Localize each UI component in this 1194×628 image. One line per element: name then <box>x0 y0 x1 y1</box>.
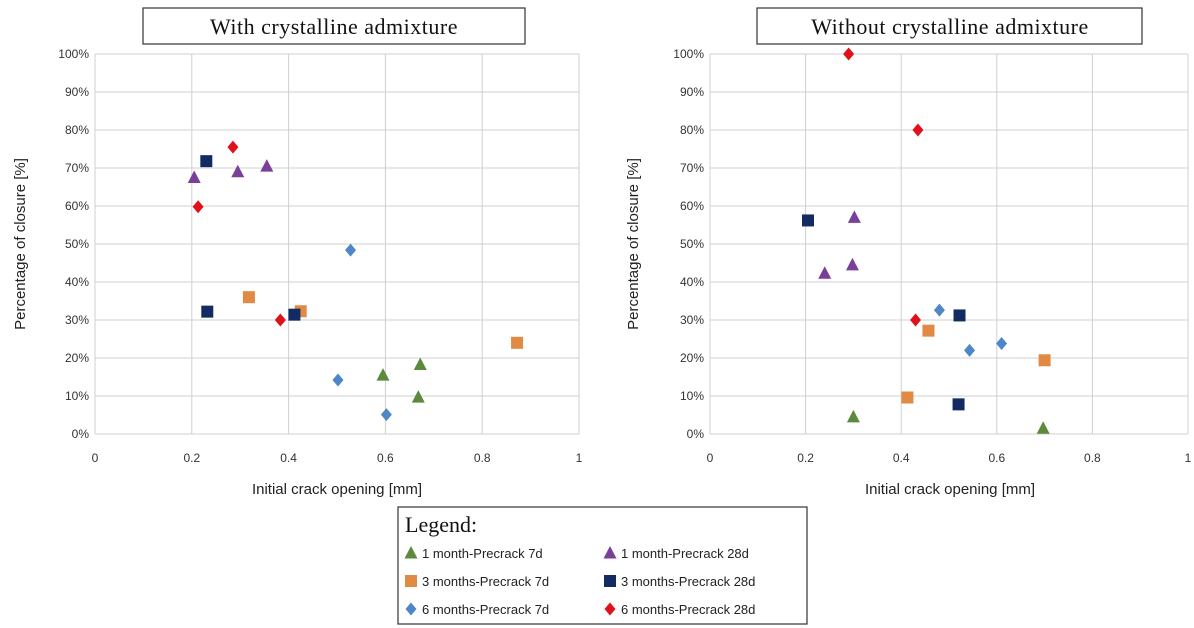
left-y-axis-label: Percentage of closure [%] <box>12 158 29 330</box>
left-data-point <box>231 164 245 178</box>
legend-box: Legend: 1 month-Precrack 7d 1 month-Precr… <box>397 506 808 625</box>
left-y-tick-label: 70% <box>65 161 89 175</box>
left-chart-title: With crystalline admixture <box>210 14 458 39</box>
left-data-point <box>332 373 344 387</box>
right-data-point <box>910 313 922 327</box>
right-y-axis-label: Percentage of closure [%] <box>625 158 642 330</box>
right-data-point <box>818 266 832 279</box>
right-y-tick-label: 30% <box>680 313 704 327</box>
right-y-tick-label: 40% <box>680 275 704 289</box>
right-chart-title: Without crystalline admixture <box>811 14 1089 39</box>
left-x-tick-label: 0.6 <box>377 451 394 465</box>
right-y-tick-label: 90% <box>680 85 704 99</box>
legend-label: 6 months-Precrack 28d <box>621 602 755 617</box>
left-scatter-plot: 0% 10% 20% 30% 40% 50% 60% 70% 80% 90% 100% 0 0.2 0.4… <box>58 47 582 465</box>
right-y-tick-label: 50% <box>680 237 704 251</box>
right-x-tick-label: 0.8 <box>1084 451 1101 465</box>
left-data-point <box>380 408 392 422</box>
left-y-tick-label: 80% <box>65 123 89 137</box>
left-x-tick-label: 0.8 <box>474 451 491 465</box>
left-y-tick-label: 90% <box>65 85 89 99</box>
left-x-tick-label: 1 <box>576 451 583 465</box>
right-x-tick-label: 0.6 <box>988 451 1005 465</box>
left-y-tick-label: 0% <box>72 427 90 441</box>
left-data-point <box>200 155 213 168</box>
right-y-tick-label: 70% <box>680 161 704 175</box>
right-data-point <box>952 398 965 411</box>
legend-label: 6 months-Precrack 7d <box>422 602 549 617</box>
legend-title: Legend: <box>405 512 477 537</box>
left-data-point <box>411 390 425 403</box>
right-data-point <box>847 210 861 223</box>
legend-label: 1 month-Precrack 28d <box>621 546 749 561</box>
left-data-point <box>187 170 201 183</box>
legend-marker <box>603 546 617 559</box>
right-y-tick-label: 20% <box>680 351 704 365</box>
right-x-axis-label: Initial crack opening [mm] <box>865 481 1035 498</box>
left-data-point <box>227 140 239 154</box>
right-y-tick-label: 0% <box>687 427 705 441</box>
right-data-point <box>901 391 914 404</box>
right-data-point <box>996 337 1008 351</box>
right-data-point <box>845 257 859 271</box>
right-data-point <box>953 309 966 322</box>
right-data-point <box>1036 421 1050 434</box>
left-y-tick-label: 10% <box>65 389 89 403</box>
left-y-tick-label: 20% <box>65 351 89 365</box>
right-scatter-plot: 0% 10% 20% 30% 40% 50% 60% 70% 80% 90% 100% 0 0.2 0.4… <box>673 47 1191 465</box>
left-data-point <box>376 368 390 381</box>
right-y-tick-label: 60% <box>680 199 704 213</box>
left-y-tick-label: 60% <box>65 199 89 213</box>
legend-items: 1 month-Precrack 7d 1 month-Precrack 28d 3… <box>404 546 755 617</box>
left-data-point <box>511 336 524 349</box>
left-data-point <box>201 305 214 318</box>
right-data-point <box>1038 354 1051 367</box>
right-y-tick-label: 80% <box>680 123 704 137</box>
left-y-tick-label: 30% <box>65 313 89 327</box>
left-data-point <box>260 159 274 172</box>
right-x-tick-label: 1 <box>1185 451 1192 465</box>
legend-marker <box>405 575 417 587</box>
legend-marker <box>604 575 616 587</box>
right-data-point <box>922 324 935 337</box>
left-y-tick-label: 40% <box>65 275 89 289</box>
right-data-point <box>964 343 976 357</box>
right-y-tick-label: 100% <box>673 47 704 61</box>
legend-marker <box>405 602 417 616</box>
right-x-tick-label: 0 <box>707 451 714 465</box>
right-data-point <box>801 214 814 227</box>
right-chart-title-box: Without crystalline admixture <box>756 7 1143 45</box>
legend-label: 3 months-Precrack 28d <box>621 574 755 589</box>
left-chart-title-box: With crystalline admixture <box>142 7 526 45</box>
left-x-tick-label: 0.2 <box>183 451 200 465</box>
left-y-tick-label: 50% <box>65 237 89 251</box>
right-data-point <box>912 123 924 137</box>
left-data-point <box>192 200 204 214</box>
left-data-point <box>274 313 286 327</box>
legend-label: 3 months-Precrack 7d <box>422 574 549 589</box>
legend-marker <box>604 602 616 616</box>
right-data-point <box>846 409 860 423</box>
left-x-tick-label: 0.4 <box>280 451 297 465</box>
left-data-point <box>288 308 301 321</box>
legend-marker <box>404 546 418 559</box>
left-data-point <box>345 243 357 257</box>
left-x-axis-label: Initial crack opening [mm] <box>252 481 422 498</box>
right-data-point <box>933 303 945 317</box>
left-data-point <box>242 291 255 304</box>
left-data-point <box>413 357 427 370</box>
right-y-tick-label: 10% <box>680 389 704 403</box>
right-x-tick-label: 0.4 <box>893 451 910 465</box>
legend-label: 1 month-Precrack 7d <box>422 546 543 561</box>
left-x-tick-label: 0 <box>92 451 99 465</box>
right-x-tick-label: 0.2 <box>797 451 814 465</box>
right-data-point <box>843 47 855 61</box>
left-y-tick-label: 100% <box>58 47 89 61</box>
